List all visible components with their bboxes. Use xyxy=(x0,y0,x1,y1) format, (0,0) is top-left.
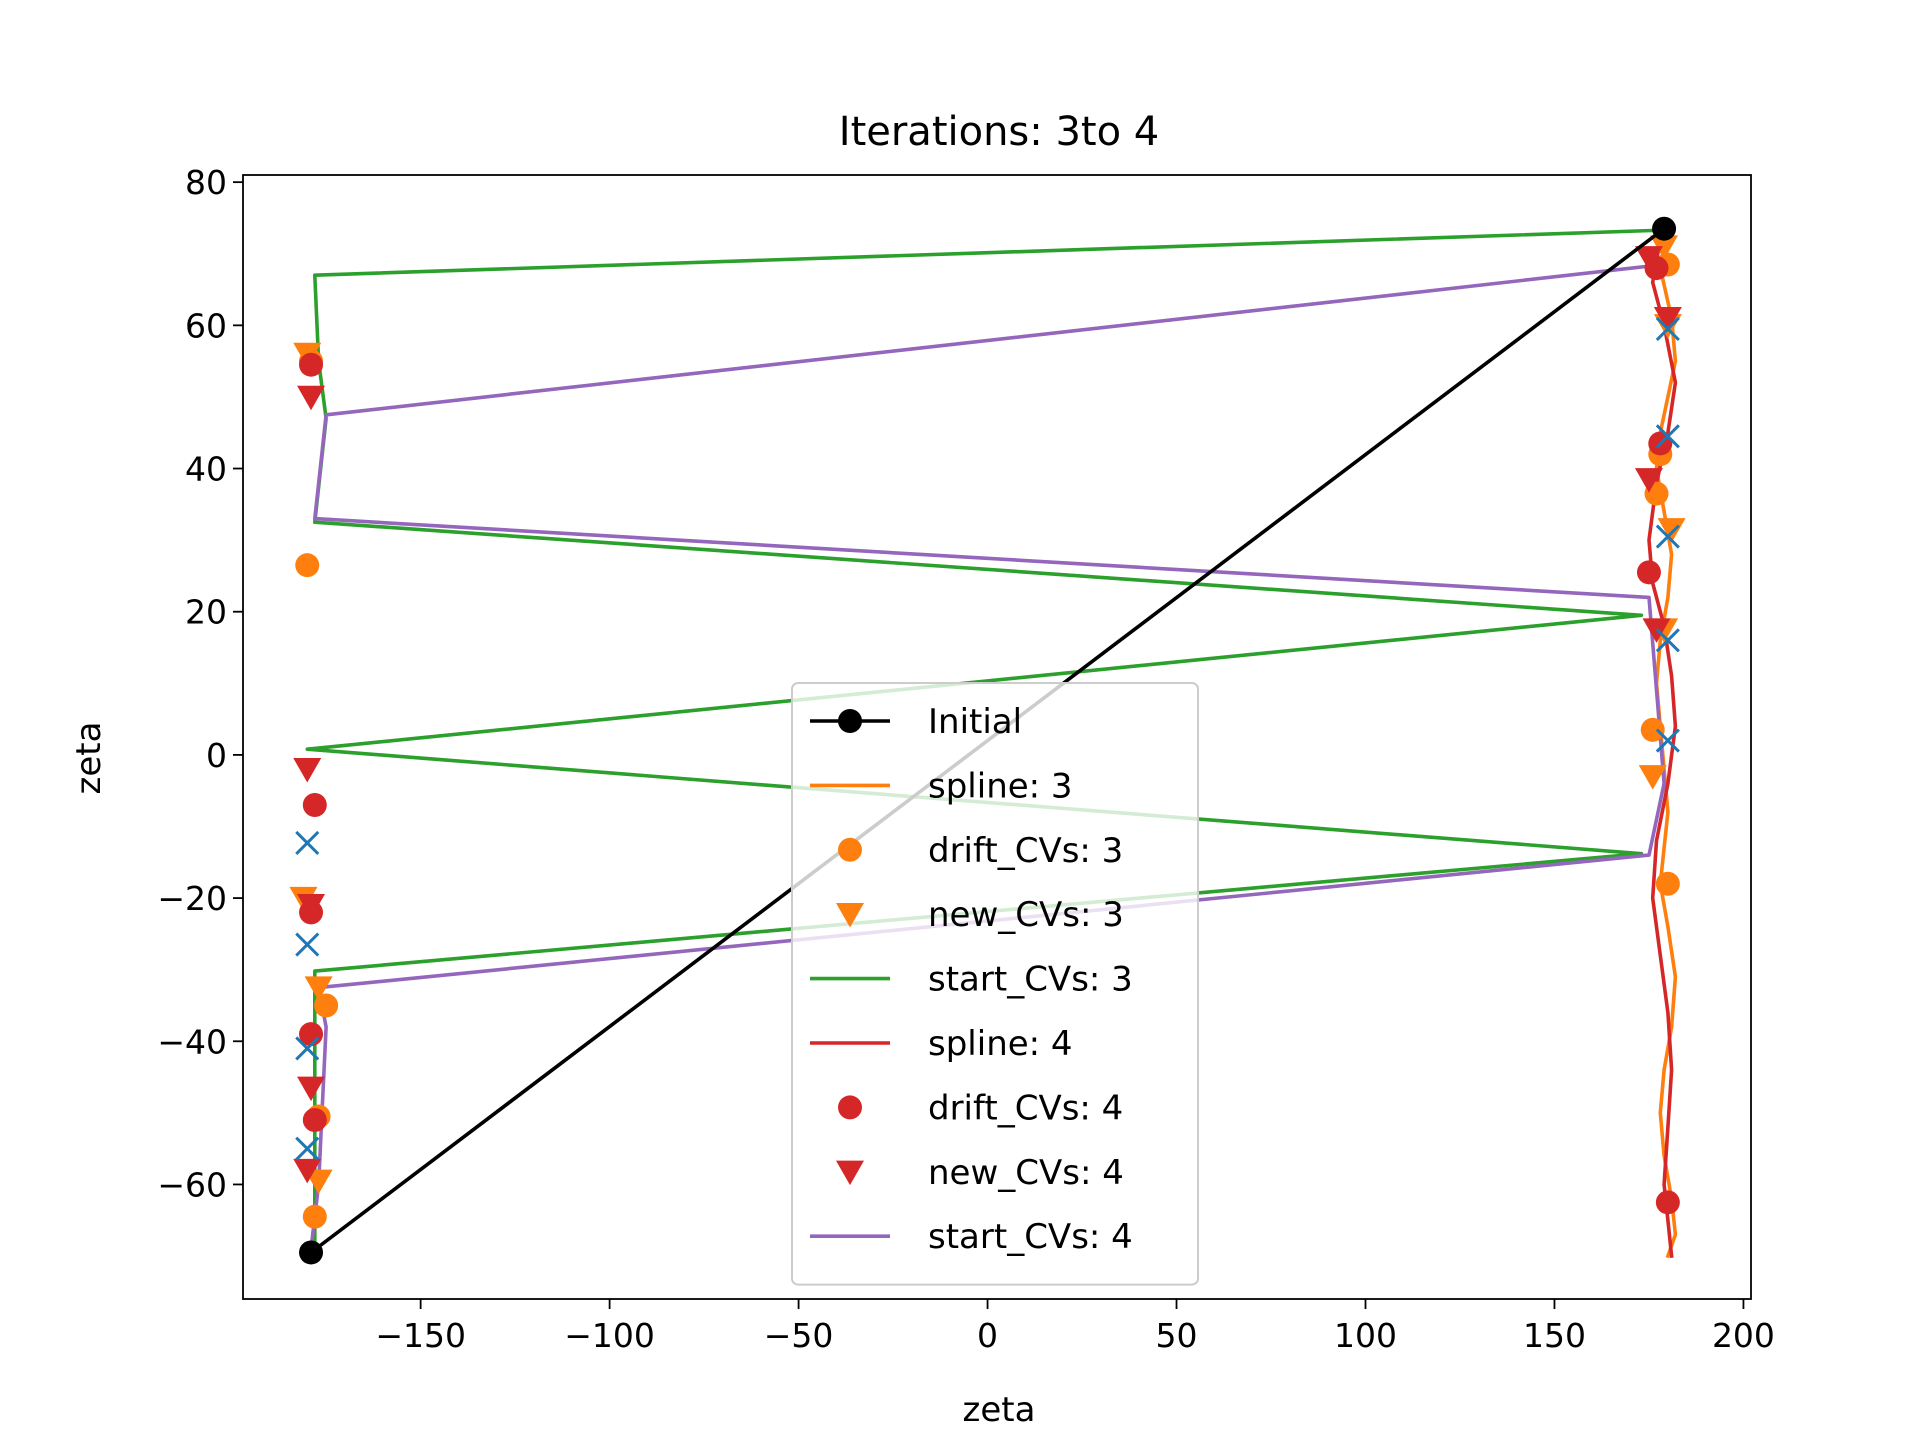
plot-series xyxy=(289,216,1686,1265)
x-tick-label: 200 xyxy=(1712,1316,1775,1355)
axes: −150 −100 −50 0 50 100 150 200 −60 −40 −20 0 20 40 60 8… xyxy=(157,163,1775,1355)
axes-frame xyxy=(242,174,1752,1300)
legend-item-initial: Initial xyxy=(810,702,1022,742)
new-cvs-3-point-8 xyxy=(1638,765,1667,790)
series-drift-cvs-4 xyxy=(299,256,1680,1215)
legend-marker-swatch xyxy=(838,709,862,733)
unlabeled-markers-point-2 xyxy=(295,1036,320,1061)
y-tick-label: 80 xyxy=(185,163,227,202)
legend-label: start_CVs: 4 xyxy=(928,1217,1133,1257)
y-tick-label: −60 xyxy=(157,1165,227,1204)
drift-cvs-3-point-8 xyxy=(1640,717,1665,742)
drift-cvs-4-point-0 xyxy=(299,352,324,377)
start-cvs-3-line xyxy=(305,228,1666,1255)
series-spline-4 xyxy=(1647,237,1678,1258)
legend-label: start_CVs: 3 xyxy=(928,960,1133,1000)
drift-cvs-3-point-4 xyxy=(302,1204,327,1229)
y-tick-label: 60 xyxy=(185,306,227,345)
chart-title: Iterations: 3to 4 xyxy=(839,109,1159,155)
new-cvs-3-point-2 xyxy=(304,976,333,1001)
x-tick-label: 150 xyxy=(1523,1316,1586,1355)
new-cvs-3-point-4 xyxy=(1650,235,1679,260)
new-cvs-4-point-3 xyxy=(297,1076,326,1102)
y-axis-label: zeta xyxy=(69,722,109,795)
legend-label: drift_CVs: 4 xyxy=(928,1088,1123,1128)
legend-label: spline: 4 xyxy=(928,1024,1073,1064)
new-cvs-3-point-6 xyxy=(1657,518,1686,543)
x-tick-label: −50 xyxy=(764,1316,834,1355)
y-tick-label: 20 xyxy=(185,593,227,632)
new-cvs-4-point-6 xyxy=(1653,306,1682,332)
legend-box xyxy=(791,682,1199,1286)
legend-label: spline: 3 xyxy=(928,766,1073,806)
legend-item-drift-cvs-3: drift_CVs: 3 xyxy=(838,831,1123,871)
new-cvs-4-point-1 xyxy=(293,758,322,783)
unlabeled-markers-point-0 xyxy=(295,830,320,856)
spline-4-line xyxy=(1647,237,1678,1258)
y-tick-label: −40 xyxy=(157,1022,227,1061)
drift-cvs-3-point-2 xyxy=(314,993,339,1018)
legend-label: new_CVs: 4 xyxy=(928,1153,1124,1193)
new-cvs-4-point-4 xyxy=(293,1158,322,1184)
unlabeled-markers-point-4 xyxy=(1655,316,1680,341)
initial-point-0 xyxy=(299,1240,324,1265)
series-start-cvs-3 xyxy=(305,228,1666,1255)
x-tick-label: −150 xyxy=(375,1316,466,1355)
drift-cvs-4-point-8 xyxy=(1655,1190,1680,1215)
new-cvs-4-point-2 xyxy=(297,894,326,919)
legend-item-drift-cvs-4: drift_CVs: 4 xyxy=(838,1088,1123,1128)
drift-cvs-4-point-1 xyxy=(302,793,327,818)
x-axis-label: zeta xyxy=(963,1390,1036,1430)
drift-cvs-3-point-0 xyxy=(295,553,320,578)
unlabeled-markers-point-7 xyxy=(1655,628,1680,653)
unlabeled-markers-point-5 xyxy=(1655,424,1680,449)
legend-item-spline-3: spline: 3 xyxy=(810,766,1073,806)
series-start-cvs-4 xyxy=(309,237,1670,1251)
plot-area xyxy=(289,216,1686,1265)
initial-point-1 xyxy=(1652,216,1677,241)
legend-label: new_CVs: 3 xyxy=(928,895,1124,935)
y-tick-label: 40 xyxy=(185,450,227,489)
legend-label: Initial xyxy=(928,702,1022,742)
drift-cvs-3-point-9 xyxy=(1655,871,1680,896)
legend-label: drift_CVs: 3 xyxy=(928,831,1123,871)
x-tick-label: 50 xyxy=(1156,1316,1198,1355)
series-new-cvs-4 xyxy=(293,246,1682,1184)
unlabeled-markers-point-6 xyxy=(1655,524,1680,549)
legend-marker-swatch xyxy=(838,1095,862,1120)
unlabeled-markers-point-1 xyxy=(295,932,320,957)
legend-marker-swatch xyxy=(836,1160,864,1186)
legend-item-new-cvs-3: new_CVs: 3 xyxy=(836,895,1124,935)
legend-item-spline-4: spline: 4 xyxy=(810,1024,1073,1064)
legend-item-start-cvs-4: start_CVs: 4 xyxy=(810,1217,1133,1257)
legend-marker-swatch xyxy=(836,903,864,928)
start-cvs-4-line xyxy=(309,237,1670,1251)
drift-cvs-4-point-7 xyxy=(1636,560,1661,585)
legend-item-new-cvs-4: new_CVs: 4 xyxy=(836,1153,1124,1193)
x-tick-label: 100 xyxy=(1334,1316,1397,1355)
new-cvs-4-point-7 xyxy=(1634,468,1663,493)
unlabeled-markers-point-3 xyxy=(295,1136,320,1161)
legend-marker-swatch xyxy=(838,837,862,862)
y-tick-label: 0 xyxy=(206,736,227,775)
new-cvs-4-point-5 xyxy=(1634,246,1663,271)
x-tick-label: −100 xyxy=(564,1316,655,1355)
y-tick-label: −20 xyxy=(157,879,227,918)
legend-item-start-cvs-3: start_CVs: 3 xyxy=(810,960,1133,1000)
x-tick-label: 0 xyxy=(977,1316,998,1355)
unlabeled-markers-point-8 xyxy=(1655,728,1680,753)
new-cvs-4-point-0 xyxy=(297,385,326,411)
legend: Initial spline: 3 drift_CVs: 3 new_CVs: 3 st… xyxy=(791,682,1199,1286)
series-unlabeled-markers xyxy=(295,316,1680,1161)
drift-cvs-4-point-4 xyxy=(302,1108,327,1133)
